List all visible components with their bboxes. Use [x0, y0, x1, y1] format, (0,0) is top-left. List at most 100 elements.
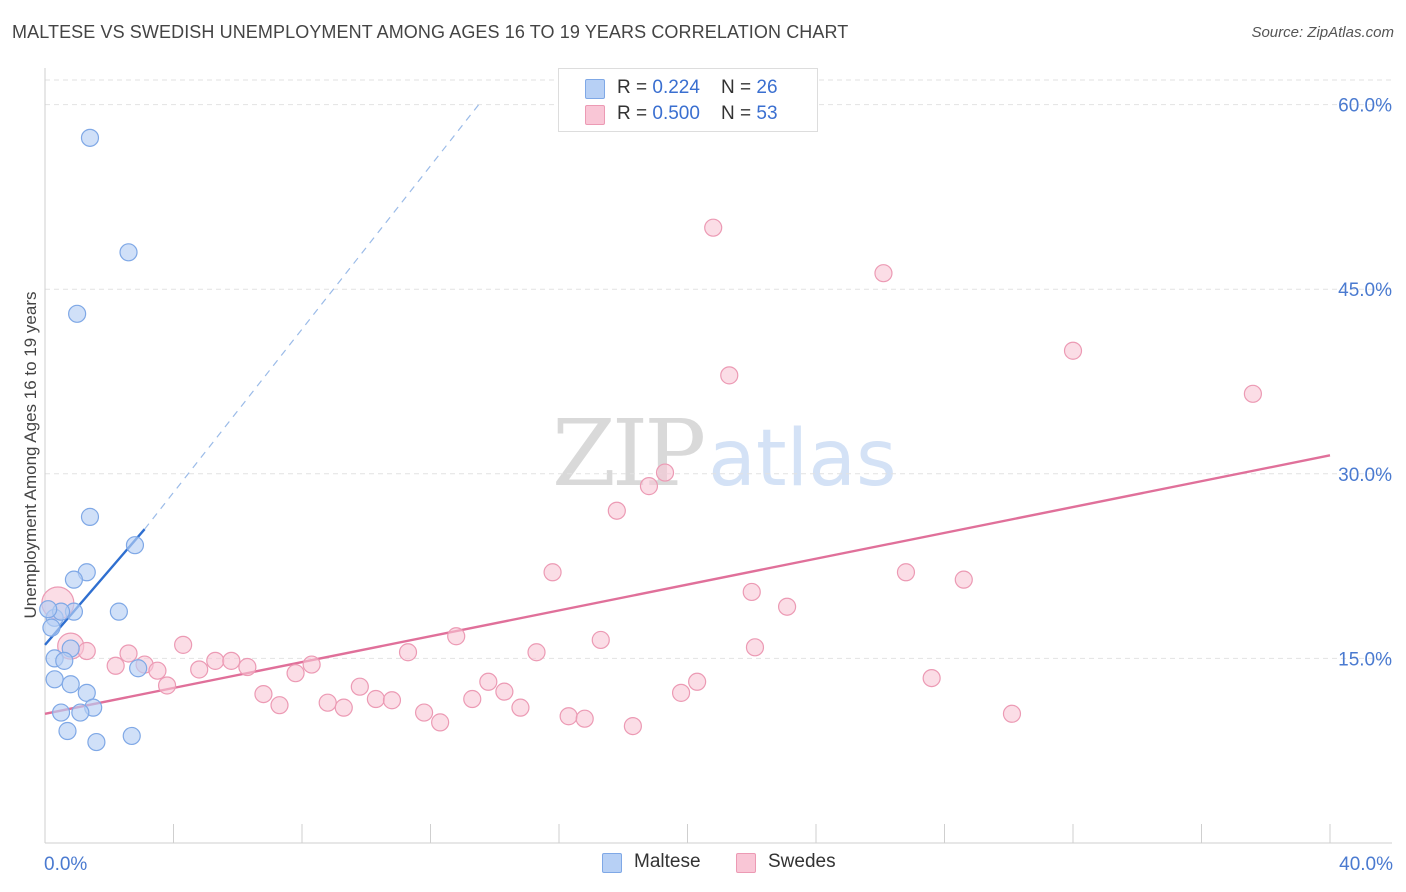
maltese-point: [122, 726, 141, 746]
watermark: ZIPatlas: [552, 400, 897, 507]
y-axis-label: Unemployment Among Ages 16 to 19 years: [21, 292, 40, 619]
swedes-point: [575, 709, 594, 728]
swedes-point: [447, 627, 466, 646]
legend-n-label: N =: [721, 103, 757, 124]
legend-r-value: 0.224: [652, 77, 700, 98]
swedes-point: [318, 693, 337, 712]
swedes-point: [398, 643, 418, 662]
data-points: [39, 128, 1263, 752]
swedes-point: [254, 684, 273, 704]
maltese-point: [119, 243, 138, 262]
maltese-point: [55, 651, 74, 670]
axes: [44, 68, 1392, 844]
swedes-point: [270, 696, 289, 715]
swedes-point: [623, 716, 642, 736]
swedes-point: [190, 660, 209, 679]
y-tick-label: 15.0%: [1338, 649, 1392, 670]
swedes-trend-line: [44, 454, 1331, 715]
swedes-point: [286, 664, 305, 683]
maltese-swatch: [602, 853, 622, 873]
swedes-point: [238, 657, 257, 677]
swedes-point: [655, 463, 675, 482]
tick-labels: 15.0% 30.0% 45.0% 60.0% 0.0% 40.0% Unemploymen…: [21, 96, 1393, 875]
swedes-point: [479, 672, 498, 691]
swedes-point: [148, 661, 167, 680]
maltese-point: [58, 721, 77, 741]
legend-r-value: 0.500: [652, 103, 700, 124]
maltese-point: [87, 732, 106, 752]
maltese-point: [51, 703, 71, 722]
swedes-point: [206, 651, 225, 670]
maltese-point: [39, 600, 58, 619]
source-note: Source: ZipAtlas.com: [1251, 24, 1394, 41]
legend-n-value: 53: [756, 103, 778, 124]
maltese-point: [125, 536, 145, 555]
correlation-legend: R = 0.224 N = 26 R = 0.500 N = 53: [558, 68, 818, 132]
swedes-point: [591, 630, 610, 650]
x-tick-label: 0.0%: [44, 854, 87, 875]
swedes-point: [382, 691, 402, 710]
swedes-point: [559, 707, 578, 726]
x-tick-label: 40.0%: [1339, 854, 1393, 875]
swedes-point: [495, 682, 514, 701]
swedes-point: [742, 582, 761, 602]
legend-n-label: N =: [721, 77, 757, 98]
watermark-atlas: atlas: [708, 414, 897, 504]
swedes-swatch: [585, 105, 605, 125]
maltese-point: [80, 128, 100, 147]
swedes-point: [334, 698, 353, 717]
trend-lines: [44, 104, 1331, 715]
swedes-point: [720, 366, 739, 385]
swedes-point: [119, 644, 138, 663]
swedes-point: [896, 563, 916, 582]
maltese-point: [109, 602, 128, 621]
maltese-point: [45, 670, 64, 689]
legend-text-maltese: R = 0.224 N = 26: [617, 77, 778, 99]
swedes-point: [414, 703, 434, 722]
swedes-point: [671, 683, 691, 702]
swedes-point: [543, 563, 562, 582]
swedes-point: [106, 656, 125, 675]
swedes-point: [366, 689, 385, 709]
bottom-legend-label: Maltese: [634, 851, 701, 872]
y-tick-label: 30.0%: [1338, 465, 1392, 486]
swedes-point: [745, 638, 765, 657]
maltese-point: [61, 675, 80, 694]
swedes-point: [77, 641, 96, 661]
swedes-swatch: [736, 853, 756, 873]
legend-r-label: R =: [617, 77, 653, 98]
swedes-point: [777, 597, 797, 616]
swedes-point: [302, 655, 321, 674]
swedes-point: [431, 713, 450, 732]
swedes-point: [1002, 704, 1022, 723]
swedes-point: [463, 689, 482, 709]
legend-r-label: R =: [617, 103, 653, 124]
swedes-point: [222, 651, 241, 670]
maltese-point: [80, 507, 100, 526]
swedes-point: [350, 677, 369, 696]
swedes-point: [954, 570, 973, 589]
swedes-point: [527, 643, 546, 662]
chart-title: MALTESE VS SWEDISH UNEMPLOYMENT AMONG AG…: [12, 22, 849, 42]
maltese-point: [129, 659, 148, 678]
swedes-point: [688, 672, 707, 691]
swedes-point: [874, 264, 893, 283]
bottom-legend-label: Swedes: [768, 851, 836, 872]
y-tick-label: 60.0%: [1338, 96, 1392, 117]
swedes-point: [1063, 341, 1083, 360]
maltese-point: [64, 570, 84, 589]
gridlines: [45, 79, 1392, 659]
y-tick-label: 45.0%: [1338, 280, 1392, 301]
legend-text-swedes: R = 0.500 N = 53: [617, 103, 778, 125]
maltese-trend-extension: [144, 104, 480, 530]
swedes-point: [157, 676, 177, 695]
legend-n-value: 26: [756, 77, 778, 98]
watermark-zip: ZIP: [552, 400, 706, 507]
swedes-point: [511, 698, 530, 717]
swedes-point: [639, 477, 659, 496]
swedes-point: [922, 668, 941, 688]
swedes-point: [174, 635, 193, 654]
swedes-point: [1243, 384, 1263, 403]
swedes-point: [704, 218, 723, 237]
